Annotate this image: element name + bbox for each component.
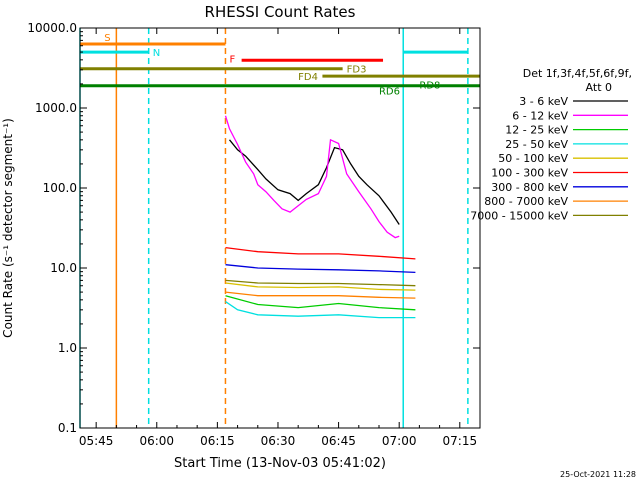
- series-line-3: [225, 301, 416, 319]
- y-tick-label: 1.0: [58, 341, 77, 355]
- y-tick-label: 10000.0: [27, 21, 77, 35]
- flag-bars: S N F FD3 FD4 RD6 RD8: [80, 33, 480, 98]
- flag-label: N: [153, 48, 160, 59]
- legend-label: 3 - 6 keV: [519, 95, 568, 108]
- series-line-8: [225, 279, 416, 287]
- legend-label: 300 - 800 keV: [491, 181, 568, 194]
- flag-label: RD8: [419, 81, 440, 92]
- y-axis-label: Count Rate (s⁻¹ detector segment⁻¹): [1, 118, 15, 338]
- flag-label: FD4: [298, 72, 318, 83]
- plot-axes: 05:45 06:00 06:15 06:30 06:45 07:00 07:15 10000…: [27, 21, 481, 448]
- legend-label: 25 - 50 keV: [505, 138, 568, 151]
- x-tick-label: 07:15: [443, 434, 478, 448]
- series-line-1: [224, 115, 400, 239]
- x-tick-label: 06:45: [321, 434, 356, 448]
- flag-label: S: [104, 33, 110, 44]
- x-tick-label: 06:30: [261, 434, 296, 448]
- x-tick-label: 05:45: [79, 434, 114, 448]
- legend-label: 800 - 7000 keV: [484, 195, 568, 208]
- legend-label: 6 - 12 keV: [512, 109, 568, 122]
- legend-header-line-2: Att 0: [586, 81, 612, 94]
- y-tick-label: 0.1: [58, 421, 77, 435]
- series-line-0: [228, 139, 400, 225]
- series-line-4: [225, 282, 416, 291]
- flag-label: RD6: [379, 87, 400, 98]
- legend-label: 100 - 300 keV: [491, 167, 568, 180]
- series-line-6: [225, 264, 416, 274]
- chart-title: RHESSI Count Rates: [205, 3, 356, 21]
- series-line-2: [225, 295, 416, 311]
- y-tick-label: 10.0: [50, 261, 77, 275]
- flag-label: F: [229, 54, 235, 65]
- legend-label: 50 - 100 keV: [498, 152, 568, 165]
- series-lines: [224, 115, 416, 319]
- series-line-7: [225, 291, 416, 299]
- y-tick-label: 100.0: [43, 181, 77, 195]
- vertical-markers: [79, 28, 469, 428]
- x-tick-label: 06:15: [200, 434, 235, 448]
- legend-header-line-1: Det 1f,3f,4f,5f,6f,9f,: [523, 67, 632, 80]
- x-axis-label: Start Time (13-Nov-03 05:41:02): [174, 456, 386, 471]
- x-tick-label: 07:00: [382, 434, 417, 448]
- plot-frame: [79, 27, 481, 429]
- y-tick-label: 1000.0: [35, 101, 77, 115]
- footer-date: 25-Oct-2021 11:28: [560, 470, 636, 479]
- flag-label: FD3: [347, 65, 367, 76]
- legend-label: 12 - 25 keV: [505, 124, 568, 137]
- series-line-5: [225, 246, 416, 260]
- legend-label: 7000 - 15000 keV: [470, 209, 568, 222]
- x-tick-label: 06:00: [139, 434, 174, 448]
